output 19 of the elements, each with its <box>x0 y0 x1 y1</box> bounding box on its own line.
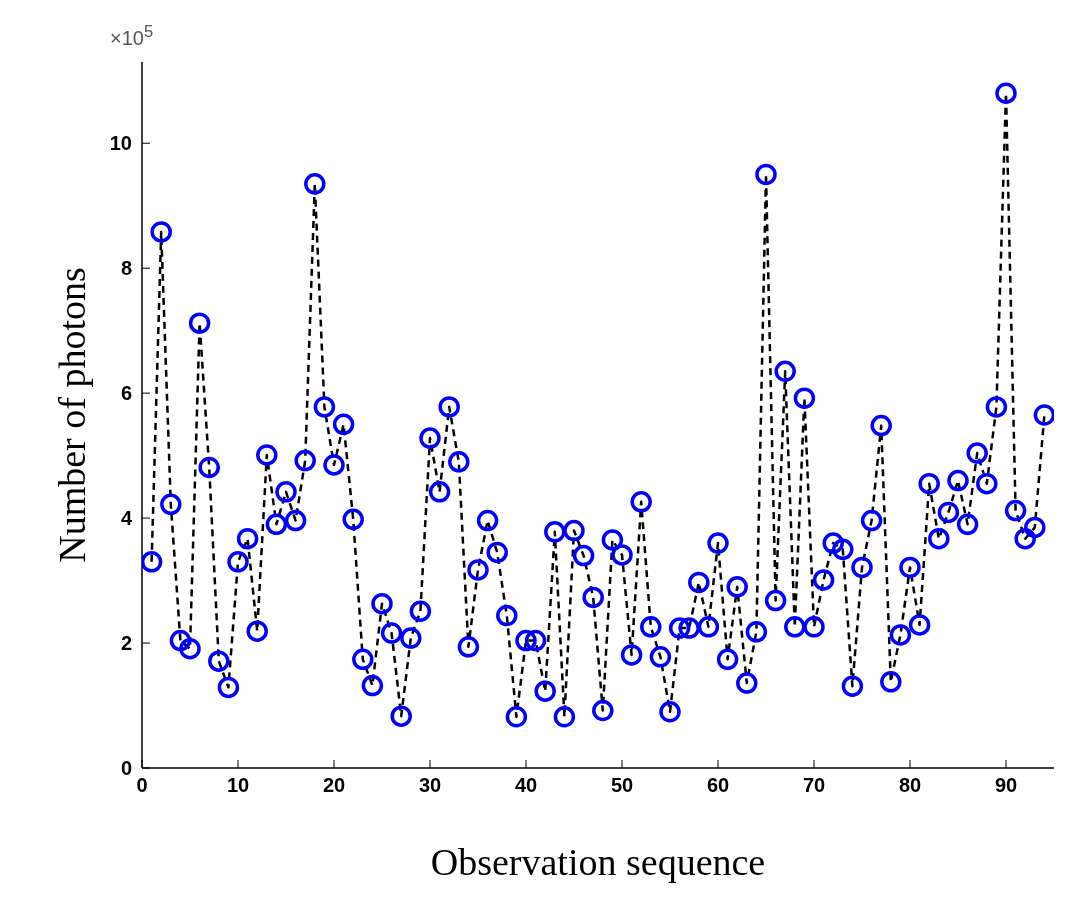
x-tick-label: 40 <box>514 774 538 797</box>
x-tick-label: 20 <box>322 774 346 797</box>
x-tick-label: 80 <box>898 774 922 797</box>
y-tick-label: 10 <box>109 132 132 155</box>
y-tick-label: 4 <box>120 507 133 530</box>
y-tick-label: 8 <box>120 257 132 280</box>
x-axis-title: Observation sequence <box>430 840 766 883</box>
x-tick-label: 30 <box>418 774 442 797</box>
y-tick-label: 0 <box>120 757 132 780</box>
x-tick-label: 70 <box>802 774 826 797</box>
text: ×10$^{5}$ <box>110 22 154 50</box>
x-tick-label: 10 <box>226 774 250 797</box>
x-tick-label: 60 <box>706 774 730 797</box>
x-tick-label: 90 <box>994 774 1018 797</box>
y-tick-label: 2 <box>120 632 132 655</box>
y-tick-label: 6 <box>120 382 132 405</box>
y-axis-title: Number of photons <box>51 267 94 563</box>
x-tick-label: 0 <box>136 774 148 797</box>
x-tick-label: 50 <box>610 774 634 797</box>
